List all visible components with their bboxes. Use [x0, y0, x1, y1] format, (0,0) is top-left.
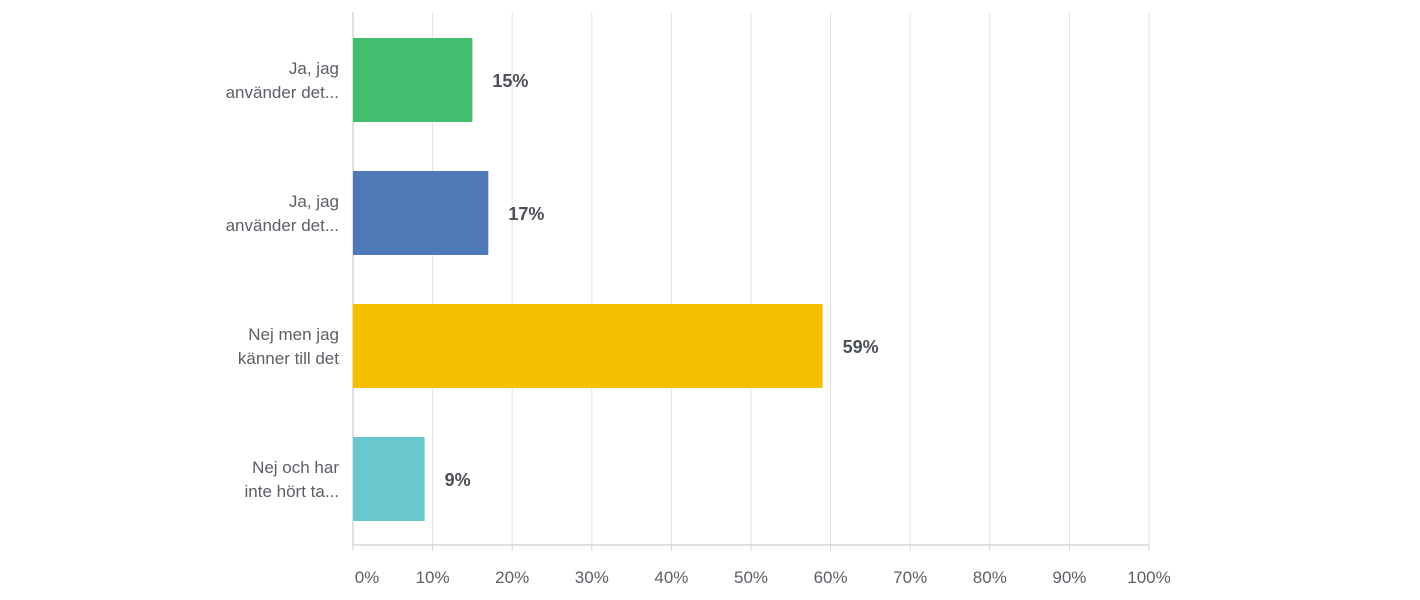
x-tick-label: 80% — [973, 568, 1007, 587]
data-label: 15% — [492, 71, 528, 91]
category-label: Ja, jag — [289, 59, 339, 78]
x-tick-label: 40% — [654, 568, 688, 587]
category-label: känner till det — [238, 349, 339, 368]
bars — [353, 38, 823, 521]
gridlines — [432, 12, 1150, 545]
category-label: inte hört ta... — [245, 482, 340, 501]
category-label: Ja, jag — [289, 192, 339, 211]
x-tick-label: 50% — [734, 568, 768, 587]
x-tick-label: 100% — [1127, 568, 1170, 587]
x-tick-label: 0% — [355, 568, 380, 587]
x-tick-label: 70% — [893, 568, 927, 587]
x-tick-label: 90% — [1052, 568, 1086, 587]
data-label: 17% — [508, 204, 544, 224]
bar — [353, 38, 473, 122]
data-labels: 15% 17% 59% 9% — [445, 71, 879, 490]
x-tick-label: 20% — [495, 568, 529, 587]
category-label: använder det... — [226, 83, 339, 102]
category-label: Nej och har — [252, 458, 339, 477]
x-tick-labels: 0% 10% 20% 30% 40% 50% 60% 70% 80% 90% 100% — [355, 568, 1171, 587]
x-tick-label: 30% — [575, 568, 609, 587]
data-label: 59% — [843, 337, 879, 357]
x-tick-label: 10% — [416, 568, 450, 587]
bar — [353, 437, 425, 521]
x-tick-label: 60% — [814, 568, 848, 587]
category-labels: Ja, jag använder det... Ja, jag använder de… — [226, 59, 340, 501]
bar — [353, 171, 489, 255]
category-label: använder det... — [226, 216, 339, 235]
bar — [353, 304, 823, 388]
data-label: 9% — [445, 470, 471, 490]
category-label: Nej men jag — [248, 325, 339, 344]
